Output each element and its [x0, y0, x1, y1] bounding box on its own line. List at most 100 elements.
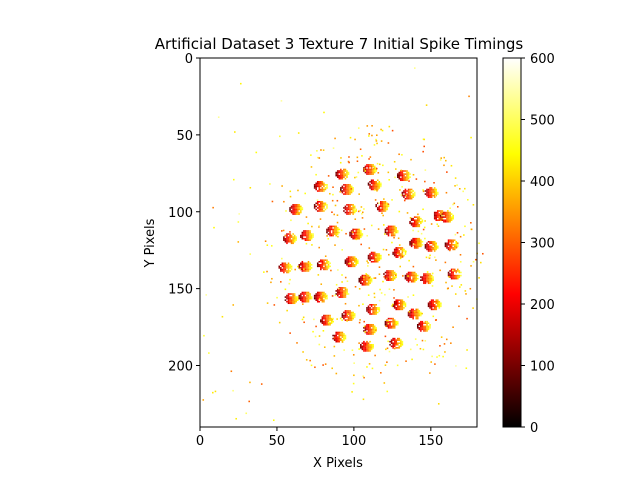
heatmap-cell [346, 259, 348, 261]
heatmap-cell [349, 211, 351, 214]
heatmap-cell [390, 234, 393, 237]
heatmap-cell [366, 282, 368, 285]
heatmap-cell [245, 412, 248, 415]
heatmap-cell [293, 213, 296, 215]
heatmap-cell [432, 300, 434, 303]
heatmap-cell [456, 232, 459, 234]
heatmap-cell [344, 294, 347, 297]
heatmap-cell [350, 317, 353, 320]
heatmap-cell [304, 192, 306, 195]
heatmap-cell [392, 274, 394, 277]
heatmap-cell [380, 202, 382, 205]
heatmap-cell [404, 176, 407, 178]
heatmap-cell [310, 237, 313, 240]
heatmap-cell [323, 262, 325, 265]
heatmap-cell [347, 264, 350, 266]
heatmap-cell [338, 340, 341, 343]
heatmap-cell [340, 188, 342, 191]
heatmap-cell [447, 213, 450, 215]
heatmap-cell [364, 171, 367, 174]
heatmap-cell [373, 305, 376, 308]
heatmap-cell [344, 311, 347, 314]
heatmap-cell [318, 184, 321, 186]
heatmap-cell [266, 244, 269, 246]
heatmap-cell [344, 336, 347, 338]
heatmap-cell [349, 256, 351, 258]
heatmap-cell [309, 234, 311, 237]
heatmap-cell [346, 314, 348, 317]
heatmap-cell [290, 299, 293, 301]
heatmap-cell [406, 173, 408, 175]
heatmap-cell [350, 236, 353, 238]
heatmap-cell [335, 228, 337, 231]
heatmap-cell [249, 253, 252, 255]
heatmap-cell [322, 364, 324, 366]
heatmap-cell [423, 273, 425, 275]
heatmap-cell [323, 185, 325, 188]
heatmap-cell [321, 265, 324, 268]
heatmap-cell [304, 267, 307, 269]
heatmap-cell [423, 325, 425, 328]
heatmap-cell [335, 333, 337, 335]
heatmap-cell [430, 191, 433, 194]
heatmap-cell [364, 168, 367, 171]
heatmap-cell [372, 164, 374, 166]
heatmap-cell [370, 224, 373, 227]
heatmap-cell [387, 323, 390, 326]
heatmap-cell [384, 320, 387, 323]
heatmap-cell [318, 187, 321, 189]
heatmap-cell [396, 256, 399, 258]
heatmap-cell [404, 188, 407, 191]
heatmap-cell [401, 193, 404, 195]
heatmap-cell [270, 245, 273, 247]
heatmap-cell [369, 340, 371, 343]
heatmap-cell [309, 262, 311, 265]
heatmap-cell [449, 213, 451, 215]
heatmap-cell [426, 279, 428, 281]
heatmap-cell [440, 336, 443, 338]
heatmap-cell [381, 207, 384, 209]
heatmap-cell [436, 216, 439, 218]
heatmap-cell [440, 214, 442, 217]
heatmap-cell [344, 262, 347, 265]
heatmap-cell [320, 259, 322, 261]
heatmap-cell [356, 233, 359, 235]
heatmap-cell [396, 304, 399, 306]
heatmap-cell [400, 308, 402, 311]
heatmap-cell [410, 310, 413, 312]
heatmap-cell [361, 284, 364, 286]
heatmap-cell [292, 293, 294, 295]
heatmap-cell [415, 178, 418, 180]
heatmap-cell [303, 230, 305, 232]
heatmap-cell [350, 187, 353, 189]
heatmap-cell [387, 322, 390, 325]
heatmap-cell [353, 207, 356, 209]
heatmap-cell [281, 262, 284, 265]
heatmap-cell [363, 376, 365, 379]
heatmap-cell [315, 187, 317, 189]
heatmap-cell [449, 273, 451, 275]
heatmap-cell [450, 270, 453, 272]
heatmap-cell [338, 336, 341, 338]
heatmap-cell [394, 176, 396, 179]
heatmap-cell [309, 359, 311, 362]
heatmap-cell [278, 267, 281, 269]
heatmap-cell [392, 339, 394, 341]
heatmap-cell [372, 323, 374, 326]
heatmap-cell [398, 342, 401, 345]
heatmap-cell [333, 230, 336, 232]
heatmap-cell [369, 184, 371, 186]
heatmap-cell [424, 277, 427, 280]
heatmap-cell [361, 217, 364, 219]
heatmap-cell [433, 193, 436, 195]
heatmap-cell [284, 267, 287, 269]
heatmap-cell [344, 290, 347, 292]
heatmap-cell [430, 299, 433, 301]
heatmap-cell [404, 251, 407, 254]
heatmap-cell [366, 343, 368, 346]
heatmap-cell [301, 264, 304, 266]
heatmap-cell [335, 336, 337, 338]
heatmap-cell [410, 313, 413, 315]
heatmap-cell [297, 265, 299, 268]
heatmap-cell [330, 227, 333, 229]
